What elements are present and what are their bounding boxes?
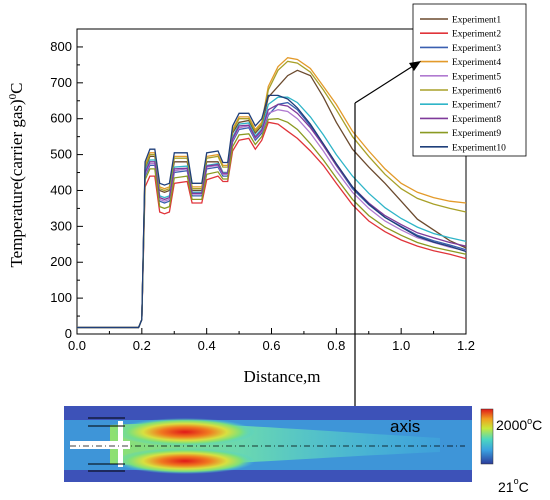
plot-frame	[76, 28, 467, 335]
colorbar: 2000oC 21oC	[480, 408, 542, 495]
colorbar-min-unit: C	[519, 479, 529, 495]
y-tick-label: 200	[50, 254, 72, 269]
x-axis: 0.0 0.2 0.4 0.6 0.8 1.0 1.2	[68, 328, 475, 353]
colorbar-max-label: 2000oC	[496, 416, 542, 433]
legend: Experiment1 Experiment2 Experiment3 Experim…	[412, 3, 527, 157]
y-tick-label: 600	[50, 111, 72, 126]
series-line-experiment-8	[77, 103, 467, 329]
legend-label-experiment-8: Experiment8	[452, 115, 501, 125]
y-tick-label: 400	[50, 182, 72, 197]
contour-flame-lower	[115, 448, 255, 474]
legend-label-experiment-3: Experiment3	[452, 44, 501, 54]
series-line-experiment-3	[77, 101, 467, 329]
series-lines	[77, 57, 467, 329]
contour-nozzle-plate	[118, 421, 123, 467]
arrow-to-contour	[350, 103, 360, 446]
legend-label-experiment-10: Experiment10	[452, 143, 506, 153]
legend-box	[412, 3, 527, 157]
y-axis: 0 100 200 300 400 500 600 700 800	[50, 28, 83, 341]
x-tick-label: 0.6	[262, 338, 280, 353]
x-tick-label: 0.4	[198, 338, 216, 353]
legend-items: Experiment1 Experiment2 Experiment3 Experim…	[420, 16, 506, 153]
series-line-experiment-4	[77, 57, 467, 329]
x-axis-label: Distance,m	[244, 367, 321, 386]
series-line-experiment-10	[77, 94, 467, 329]
legend-label-experiment-7: Experiment7	[452, 101, 501, 111]
colorbar-min-value: 21	[498, 479, 514, 495]
x-tick-label: 1.0	[392, 338, 410, 353]
x-tick-label: 1.2	[457, 338, 475, 353]
contour-inlet	[70, 441, 130, 449]
series-line-experiment-1	[77, 69, 467, 329]
x-tick-label: 0.2	[133, 338, 151, 353]
y-axis-label-group: Temperature(carrier gas)0C	[7, 82, 26, 267]
y-tick-label: 300	[50, 218, 72, 233]
legend-label-experiment-1: Experiment1	[452, 16, 501, 26]
y-axis-label-degree: 0	[7, 93, 19, 99]
contour-flame-upper	[115, 418, 255, 446]
arrow-line-upper	[354, 65, 414, 104]
legend-label-experiment-2: Experiment2	[452, 30, 501, 40]
y-axis-label-unit: C	[7, 82, 26, 93]
legend-label-experiment-5: Experiment5	[452, 72, 501, 82]
contour-image: axis	[64, 406, 472, 482]
arrow-to-legend	[354, 61, 421, 104]
legend-label-experiment-6: Experiment6	[452, 87, 501, 97]
colorbar-max-unit: C	[532, 417, 542, 433]
y-tick-label: 100	[50, 290, 72, 305]
x-tick-label: 0.8	[327, 338, 345, 353]
colorbar-max-degree: o	[527, 416, 532, 426]
series-line-experiment-7	[77, 96, 467, 329]
arrow-head-upper	[409, 61, 421, 71]
y-tick-label: 800	[50, 39, 72, 54]
x-tick-label: 0.0	[68, 338, 86, 353]
series-line-experiment-5	[77, 109, 467, 329]
y-tick-label: 700	[50, 75, 72, 90]
colorbar-min-label: 21oC	[498, 476, 529, 495]
y-axis-label: Temperature(carrier gas)0C	[7, 82, 26, 267]
contour-axis-label: axis	[390, 417, 420, 436]
series-line-experiment-9	[77, 118, 467, 329]
colorbar-min-degree: o	[514, 476, 519, 486]
y-axis-label-text: Temperature(carrier gas)	[7, 99, 26, 267]
colorbar-max-value: 2000	[496, 417, 527, 433]
legend-label-experiment-9: Experiment9	[452, 129, 501, 139]
y-tick-label: 500	[50, 147, 72, 162]
series-line-experiment-2	[77, 121, 467, 329]
y-tick-label: 0	[65, 326, 72, 341]
colorbar-gradient	[480, 408, 494, 465]
series-line-experiment-6	[77, 60, 467, 329]
plot-area: 0.0 0.2 0.4 0.6 0.8 1.0 1.2 0 100 200 300 400 500 60…	[50, 28, 475, 353]
legend-label-experiment-4: Experiment4	[452, 58, 501, 68]
